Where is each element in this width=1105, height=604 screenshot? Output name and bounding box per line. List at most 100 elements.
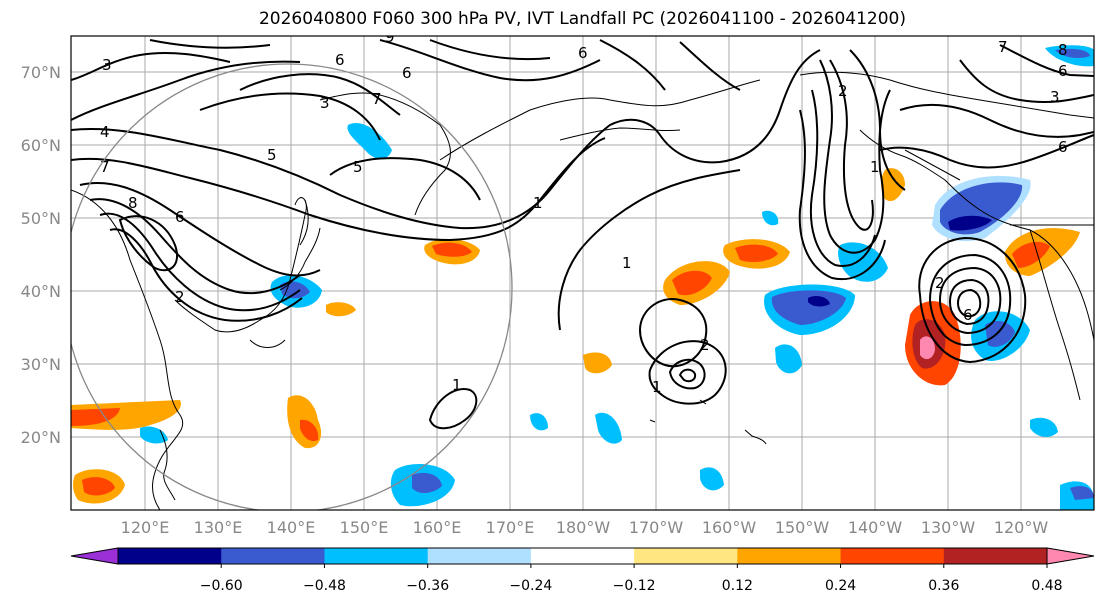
contour-label: 6: [963, 306, 973, 324]
range-circle: [71, 63, 513, 510]
contour-label: 2: [838, 82, 848, 100]
colorbar-tick-label: −0.12: [613, 578, 656, 594]
contour-label: 1: [652, 378, 662, 396]
colorbar-tick-label: −0.60: [200, 578, 243, 594]
shade-region: [1012, 241, 1050, 268]
shade-region: [700, 467, 724, 491]
shade-region: [71, 408, 120, 426]
colorbar-segment: [737, 548, 842, 564]
map-title: 2026040800 F060 300 hPa PV, IVT Landfall…: [258, 9, 906, 29]
shade-region: [985, 320, 1015, 347]
contour-label: 2: [175, 288, 185, 306]
colorbar-segment: [530, 548, 635, 564]
colorbar-segment: [427, 548, 532, 564]
contour-label: 6: [1058, 62, 1068, 80]
lon-label: 160°W: [702, 518, 757, 537]
lon-label: 140°W: [848, 518, 903, 537]
contour-label: 5: [267, 146, 277, 164]
contour-label: 3: [102, 56, 112, 74]
colorbar: −0.60 −0.48 −0.36 −0.24 −0.12 0.12 0.24 0.36 0.4…: [70, 547, 1095, 594]
lon-label: 170°E: [486, 518, 535, 537]
shade-region: [881, 168, 905, 202]
shade-region: [948, 215, 992, 231]
shade-region: [762, 210, 779, 226]
shade-region: [412, 472, 442, 494]
contour-label: 6: [578, 44, 588, 62]
colorbar-tick-label: 0.36: [928, 578, 959, 594]
lat-label: 30°N: [21, 355, 61, 374]
map-frame: [70, 35, 1095, 511]
contour-label: 6: [175, 208, 185, 226]
shade-region: [1070, 486, 1094, 500]
lon-label: 130°W: [921, 518, 976, 537]
contour-label: 2: [935, 274, 945, 292]
contour-label: 9: [385, 28, 395, 46]
contour-label: 1: [452, 376, 462, 394]
lon-label: 150°W: [775, 518, 830, 537]
contour-label: 2: [700, 336, 710, 354]
contour-label: 6: [1058, 138, 1068, 156]
colorbar-segment: [221, 548, 325, 564]
shade-region: [775, 344, 802, 374]
lon-label: 160°E: [413, 518, 462, 537]
shade-region: [672, 270, 712, 296]
shade-region: [300, 419, 319, 442]
shade-region: [808, 296, 830, 307]
shade-region: [1055, 48, 1090, 58]
colorbar-extend-high: [1047, 548, 1094, 564]
lat-label: 60°N: [21, 136, 61, 155]
colorbar-tick-label: −0.48: [303, 578, 346, 594]
lat-labels: 70°N 60°N 50°N 40°N 30°N 20°N: [21, 63, 61, 447]
colorbar-tick-label: 0.24: [825, 578, 856, 594]
lon-label: 120°E: [121, 518, 170, 537]
contour-label: 7: [372, 90, 382, 108]
colorbar-segment: [840, 548, 945, 564]
contour-label: 8: [128, 194, 138, 212]
lat-label: 50°N: [21, 209, 61, 228]
contour-label: 3: [320, 94, 330, 112]
contour-label: 3: [1050, 88, 1060, 106]
shaded-regions: [71, 45, 1094, 510]
contour-label: 7: [100, 158, 110, 176]
lon-labels: 120°E 130°E 140°E 150°E 160°E 170°E 180°…: [121, 518, 1049, 537]
lat-label: 40°N: [21, 282, 61, 301]
colorbar-segment: [943, 548, 1048, 564]
colorbar-extend-low: [71, 548, 118, 564]
contour-label: 8: [1058, 41, 1068, 59]
lat-label: 20°N: [21, 428, 61, 447]
contour-label: 5: [353, 158, 363, 176]
lat-label: 70°N: [21, 63, 61, 82]
shade-region: [771, 290, 846, 325]
lon-label: 140°E: [267, 518, 316, 537]
shade-region: [530, 413, 548, 431]
lon-label: 120°W: [994, 518, 1049, 537]
shade-region: [432, 242, 472, 257]
contour-labels: 3 4 7 8 9 6 6 7 5 5 3 6 6 1 1 1 2 7 8 6 …: [100, 28, 1068, 396]
shade-region: [735, 244, 778, 262]
shade-region: [1030, 417, 1058, 437]
colorbar-tick-label: −0.24: [509, 578, 552, 594]
pv-contours: [71, 39, 1094, 430]
shade-region: [82, 477, 115, 496]
contour-label: 7: [998, 38, 1008, 56]
shade-region: [326, 302, 356, 317]
contour-label: 6: [335, 51, 345, 69]
lon-label: 150°E: [340, 518, 389, 537]
shade-region: [595, 412, 622, 444]
contour-label: 6: [402, 64, 412, 82]
colorbar-segment: [324, 548, 429, 564]
shade-region: [347, 122, 392, 159]
lon-label: 180°W: [556, 518, 611, 537]
contour-label: 4: [100, 123, 110, 141]
shade-region: [140, 426, 168, 444]
contour-label: 1: [870, 158, 880, 176]
contour-label: 1: [533, 194, 543, 212]
colorbar-segment: [634, 548, 738, 564]
lon-label: 170°W: [629, 518, 684, 537]
lon-label: 130°E: [194, 518, 243, 537]
colorbar-tick-label: 0.48: [1031, 578, 1062, 594]
contour-label: 1: [622, 254, 632, 272]
shade-region: [920, 336, 935, 360]
shade-region: [583, 352, 612, 374]
